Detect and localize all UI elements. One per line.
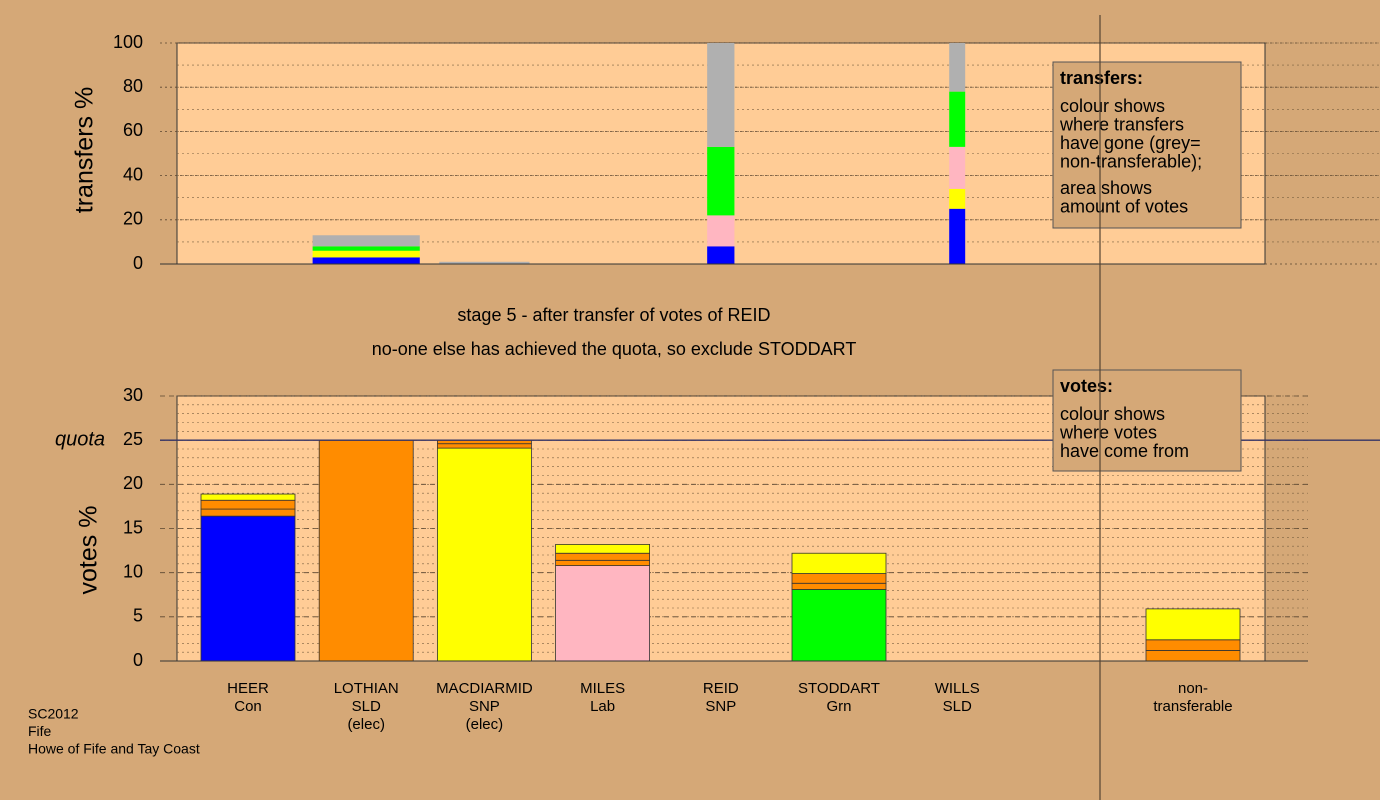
legend-text: colour shows: [1060, 96, 1165, 116]
x-tick-label: LOTHIAN: [334, 680, 399, 697]
y-tick-label: 0: [133, 253, 143, 273]
bar-segment: [949, 208, 966, 264]
bar-segment: [1145, 608, 1241, 641]
legend-text: where transfers: [1059, 114, 1184, 134]
bar-segment: [949, 188, 966, 209]
legend-box: [1052, 369, 1242, 472]
bar-segment: [707, 43, 735, 147]
x-tick-label: non-: [1178, 680, 1208, 697]
x-tick-label: STODDART: [798, 680, 880, 697]
bar-segment: [555, 559, 650, 566]
bar-segment: [949, 43, 966, 92]
bar-segment: [312, 250, 420, 258]
bar-segment: [949, 146, 966, 189]
bar-segment: [791, 573, 887, 584]
x-tick-label: REID: [703, 680, 739, 697]
y-tick-label: 15: [123, 517, 143, 537]
x-tick-label: HEER: [227, 680, 269, 697]
bar-segment: [791, 552, 887, 574]
bar-segment: [200, 499, 296, 510]
y-axis-label: transfers %: [71, 87, 99, 213]
bar-segment: [436, 443, 532, 449]
legend-title: votes:: [1060, 376, 1113, 396]
y-tick-label: 100: [113, 32, 143, 52]
legend-text: non-transferable);: [1060, 151, 1202, 171]
legend-text: have gone (grey=: [1060, 133, 1201, 153]
bar-segment: [200, 493, 296, 501]
bar-segment: [949, 91, 966, 147]
bar-segment: [312, 235, 420, 247]
y-tick-label: 0: [133, 650, 143, 670]
quota-label: quota: [55, 428, 105, 450]
x-tick-label: MACDIARMID: [436, 680, 533, 697]
bar-segment: [555, 544, 650, 554]
bar-segment: [707, 146, 735, 216]
y-tick-label: 80: [123, 76, 143, 96]
y-tick-label: 30: [123, 385, 143, 405]
marks: 0 20 40 60 80 100 transfers % 0 5 10 15 20 25 30 votes…: [28, 32, 1380, 757]
bar-segment: [791, 582, 887, 590]
bar-segment: [555, 552, 650, 561]
bar-segment: [707, 215, 735, 247]
bar-segment: [312, 246, 420, 251]
bar-segment: [312, 257, 420, 264]
legend-text: amount of votes: [1060, 196, 1188, 216]
x-tick-label: SNP: [469, 698, 500, 715]
bar-segment: [318, 439, 414, 662]
x-tick-label: Grn: [826, 698, 851, 715]
x-tick-label: Con: [234, 698, 262, 715]
legend-box: [1052, 61, 1242, 229]
x-tick-label: SLD: [352, 698, 381, 715]
x-tick-label: Lab: [590, 698, 615, 715]
y-tick-label: 40: [123, 164, 143, 184]
x-tick-label: (elec): [347, 716, 385, 733]
bar-segment: [200, 508, 296, 517]
legend-text: have come from: [1060, 441, 1189, 461]
x-tick-label: transferable: [1153, 698, 1232, 715]
y-tick-label: 5: [133, 606, 143, 626]
bar-segment: [1145, 650, 1241, 662]
bar-segment: [791, 589, 887, 662]
y-tick-label: 25: [123, 429, 143, 449]
legend-text: area shows: [1060, 178, 1152, 198]
x-tick-label: SLD: [943, 698, 972, 715]
bar-segment: [1145, 639, 1241, 651]
y-tick-label: 20: [123, 473, 143, 493]
note-text: no-one else has achieved the quota, so e…: [372, 339, 857, 359]
y-tick-label: 10: [123, 561, 143, 581]
legend-text: where votes: [1059, 422, 1157, 442]
stage-text: stage 5 - after transfer of votes of REI…: [457, 305, 770, 325]
x-tick-label: SNP: [705, 698, 736, 715]
footer-text: SC2012: [28, 706, 79, 722]
bar-segment: [707, 246, 735, 264]
legend-text: colour shows: [1060, 404, 1165, 424]
bar-segment: [439, 261, 530, 264]
bar-segment: [200, 515, 296, 662]
footer-text: Fife: [28, 723, 52, 739]
y-axis-label: votes %: [75, 506, 103, 595]
x-tick-label: MILES: [580, 680, 625, 697]
bar-segment: [436, 447, 532, 662]
legend-title: transfers:: [1060, 68, 1143, 88]
y-tick-label: 20: [123, 209, 143, 229]
y-tick-label: 60: [123, 120, 143, 140]
x-tick-label: (elec): [466, 716, 504, 733]
x-tick-label: WILLS: [935, 680, 980, 697]
bar-segment: [555, 565, 650, 662]
footer-text: Howe of Fife and Tay Coast: [28, 741, 200, 757]
